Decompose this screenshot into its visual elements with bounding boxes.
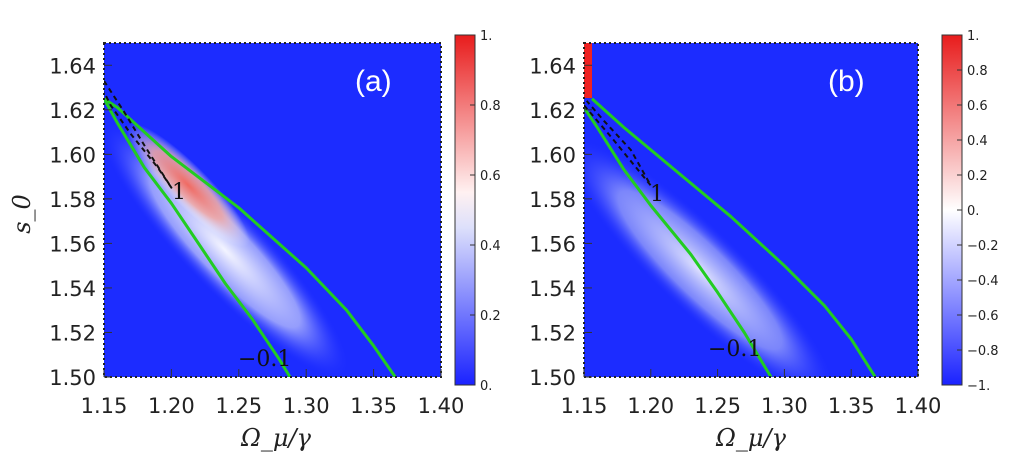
y-tick-label-b: 1.52 bbox=[529, 321, 576, 345]
y-tick-label-a: 1.54 bbox=[49, 277, 96, 301]
plot-frame-a bbox=[103, 42, 442, 378]
x-tick-label-b: 1.40 bbox=[895, 394, 942, 418]
x-tick-label-b: 1.25 bbox=[694, 394, 741, 418]
contour-line-b bbox=[584, 100, 652, 187]
y-axis-title: s_0 bbox=[8, 194, 36, 234]
colorbar-a: 0. 0.2 0.4 0.6 0.8 1. bbox=[454, 29, 501, 394]
y-tick-label-a: 1.52 bbox=[49, 321, 96, 345]
x-tick-label-b: 1.15 bbox=[561, 394, 608, 418]
colorbar-label-a: 0.2 bbox=[480, 309, 501, 324]
contour-label-1-a: 1 bbox=[172, 180, 186, 205]
x-axis-title-b: Ω_μ/γ bbox=[715, 424, 787, 452]
y-tick-label-b: 1.56 bbox=[529, 232, 576, 256]
contour-line-b bbox=[590, 97, 877, 377]
y-tick-label-a: 1.60 bbox=[49, 143, 96, 167]
colorbar-label-b: 0. bbox=[967, 204, 979, 219]
colorbar-label-b: 1. bbox=[967, 29, 979, 44]
x-tick-label-b: 1.35 bbox=[828, 394, 875, 418]
colorbar-label-b: 0.4 bbox=[967, 134, 988, 149]
x-tick-label-a: 1.30 bbox=[283, 394, 330, 418]
colorbar-label-a: 0.8 bbox=[480, 99, 501, 114]
x-tick-label-a: 1.40 bbox=[418, 394, 465, 418]
x-tick-label-a: 1.25 bbox=[215, 394, 262, 418]
colorbar-label-a: 0. bbox=[480, 379, 492, 394]
panel-label-a: (a) bbox=[355, 65, 392, 98]
plot-frame-b bbox=[583, 42, 919, 378]
x-tick-label-a: 1.20 bbox=[148, 394, 195, 418]
colorbar-label-a: 0.4 bbox=[480, 239, 501, 254]
contour-label-neg01-a: −0.1 bbox=[238, 347, 291, 372]
contour-line-a bbox=[104, 80, 173, 189]
colorbar-label-b: −0.6 bbox=[967, 309, 999, 324]
colorbar-label-a: 0.6 bbox=[480, 169, 501, 184]
y-tick-label-b: 1.62 bbox=[529, 99, 576, 123]
contour-line-b bbox=[584, 106, 773, 377]
contour-label-neg01-b: −0.1 bbox=[708, 337, 761, 362]
x-tick-label-a: 1.35 bbox=[350, 394, 397, 418]
y-tick-label-a: 1.64 bbox=[49, 54, 96, 78]
y-tick-label-b: 1.64 bbox=[529, 54, 576, 78]
y-tick-label-b: 1.58 bbox=[529, 188, 576, 212]
colorbar-b: −1. −0.8 −0.6 −0.4 −0.2 0. 0.2 0.4 0.6 0.8 1. bbox=[941, 29, 999, 394]
colorbar-label-b: −1. bbox=[967, 379, 990, 394]
contour-line-a bbox=[104, 97, 397, 377]
contour-label-1-b: 1 bbox=[650, 182, 664, 207]
colorbar-label-b: −0.8 bbox=[967, 344, 999, 359]
colorbar-label-b: 0.8 bbox=[967, 64, 988, 79]
panel-b: 1.15 1.20 1.25 1.30 1.35 1.40 1.50 1.52 1.54 1.56… bbox=[529, 29, 998, 452]
y-tick-label-b: 1.60 bbox=[529, 143, 576, 167]
colorbar-label-b: 0.6 bbox=[967, 99, 988, 114]
y-tick-label-a: 1.62 bbox=[49, 99, 96, 123]
x-tick-label-b: 1.20 bbox=[627, 394, 674, 418]
panel-a: 1.15 1.20 1.25 1.30 1.35 1.40 1.50 1.52 1.54 1.56… bbox=[8, 29, 501, 452]
colorbar-label-b: −0.2 bbox=[967, 239, 999, 254]
panel-label-b: (b) bbox=[828, 65, 865, 98]
contour-line-a bbox=[104, 97, 292, 377]
x-axis-title-a: Ω_μ/γ bbox=[240, 424, 312, 452]
y-tick-label-a: 1.58 bbox=[49, 188, 96, 212]
colorbar-label-a: 1. bbox=[480, 29, 492, 44]
y-tick-label-b: 1.50 bbox=[529, 366, 576, 390]
y-tick-label-a: 1.50 bbox=[49, 366, 96, 390]
colorbar-label-b: −0.4 bbox=[967, 274, 999, 289]
colorbar-label-b: 0.2 bbox=[967, 169, 988, 184]
y-tick-label-a: 1.56 bbox=[49, 232, 96, 256]
x-tick-label-a: 1.15 bbox=[81, 394, 128, 418]
x-tick-label-b: 1.30 bbox=[761, 394, 808, 418]
hot-region-a bbox=[126, 123, 250, 247]
red-strip-b bbox=[584, 43, 592, 98]
y-tick-label-b: 1.54 bbox=[529, 277, 576, 301]
